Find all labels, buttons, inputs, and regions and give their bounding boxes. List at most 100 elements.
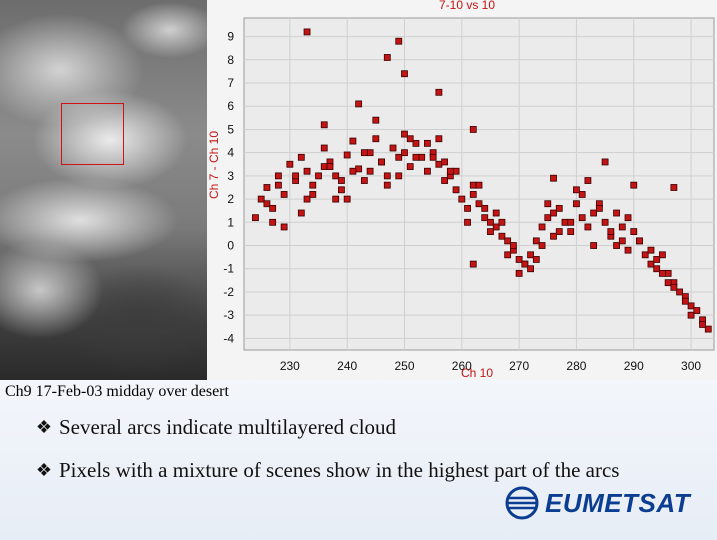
data-point [383,181,391,189]
data-point [292,172,299,180]
data-point [475,181,483,189]
y-tick-label: 8 [227,53,234,67]
data-point [252,214,259,222]
data-point [601,158,609,166]
data-point [257,195,265,203]
data-point [452,167,460,175]
data-point [504,237,512,245]
x-tick-label: 250 [394,359,414,373]
x-tick-label: 270 [509,359,529,373]
data-point [338,186,345,194]
data-point [401,70,408,78]
data-point [624,246,632,254]
data-point [406,135,414,143]
data-point [349,167,357,175]
y-tick-label: 4 [227,146,234,160]
data-point [274,181,282,189]
data-point [412,139,420,147]
data-point [464,204,471,212]
data-point [624,214,632,222]
y-tick-label: 5 [227,122,234,136]
bullet-text-2: Pixels with a mixture of scenes show in … [59,458,620,482]
data-point [544,214,552,222]
data-point [280,223,288,231]
data-point [360,177,368,184]
data-point [647,246,655,254]
data-point [584,223,592,231]
y-tick-label: 6 [227,99,234,113]
data-point [601,218,609,226]
data-point [309,181,317,189]
data-point [360,149,368,157]
data-point [297,209,305,217]
diamond-bullet-icon: ❖ [35,417,53,437]
data-point [366,167,374,175]
data-point [704,325,712,333]
data-point [630,228,638,235]
data-point [320,121,328,129]
data-point [573,186,580,194]
data-point [504,251,512,259]
y-tick-label: -4 [223,331,234,345]
data-point [338,177,345,184]
data-point [532,237,540,245]
data-point [286,160,294,168]
x-tick-label: 230 [280,359,300,373]
data-point [636,237,643,245]
data-point [395,172,403,180]
data-point [269,204,277,212]
data-point [332,172,340,180]
data-point [521,260,529,268]
data-point [401,149,408,157]
data-point [274,172,282,180]
data-point [326,163,334,170]
y-axis-label: Ch 7 - Ch 10 [207,131,221,199]
data-point [681,297,689,305]
data-point [659,251,666,259]
y-tick-label: 3 [227,169,234,183]
scatter-chart: 230 240 250 260 270 280 290 300 9 8 7 6 5 4 3 2 1 0 -1 -2 -3… [207,0,717,380]
data-point [498,232,506,240]
data-point [550,232,557,240]
eumetsat-logo: EUMETSAT [505,486,690,520]
data-point [555,228,563,235]
data-point [355,165,363,173]
data-point [263,200,271,208]
data-point [538,223,546,231]
data-point [487,218,494,226]
y-tick-label: 0 [227,239,234,253]
data-point [607,228,615,235]
data-point [303,167,311,175]
data-point [349,137,357,145]
data-point [578,191,586,198]
data-point [315,172,322,180]
data-point [492,223,500,231]
bullet-text-1: Several arcs indicate multilayered cloud [59,415,397,439]
data-point [320,144,328,152]
x-tick-label: 260 [452,359,472,373]
image-caption: Ch9 17-Feb-03 midday over desert [5,383,229,400]
data-point [641,251,649,259]
data-point [303,195,311,203]
data-point [424,139,431,147]
data-point [309,191,317,198]
x-tick-label: 300 [681,359,701,373]
data-point [527,265,534,273]
data-point [395,37,403,45]
data-point [406,163,414,170]
bullet-item-2: ❖ Pixels with a mixture of scenes show i… [33,458,620,483]
satellite-image [0,0,207,380]
data-point [303,28,311,36]
data-point [475,200,483,208]
data-point [590,209,598,217]
data-point [469,126,477,133]
data-point [441,158,449,166]
data-point [555,204,563,212]
data-point [515,256,523,263]
data-point [653,265,661,273]
data-point [458,195,466,203]
y-tick-label: -1 [223,262,234,276]
data-point [366,149,374,157]
data-point [452,186,460,194]
data-point [469,260,477,268]
